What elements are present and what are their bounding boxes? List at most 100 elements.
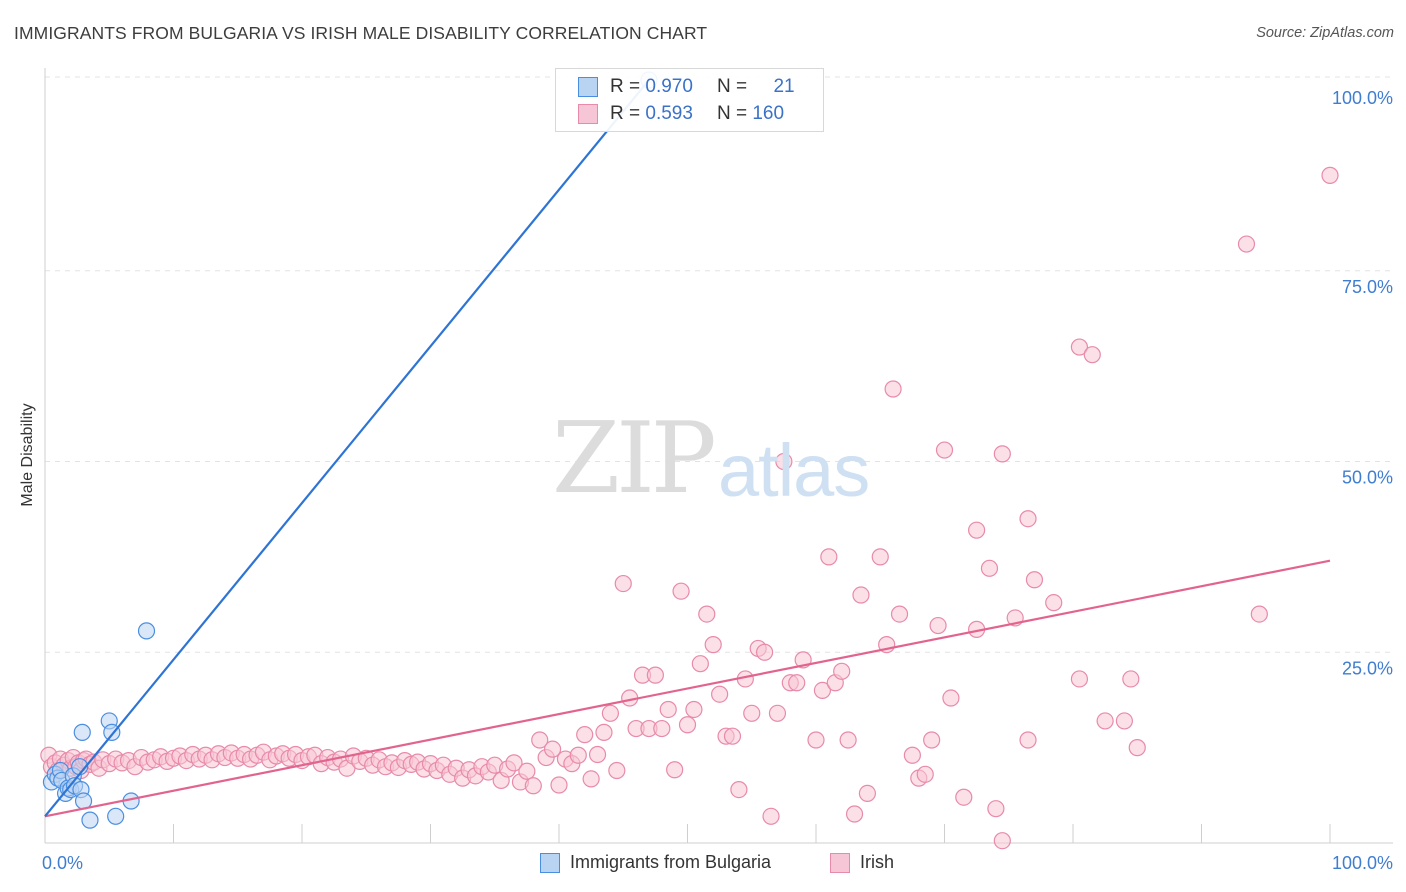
irish-point	[1128, 739, 1146, 757]
series-swatch-bulgaria	[540, 852, 560, 873]
irish-point	[524, 777, 542, 795]
series-legend-bulgaria[interactable]: Immigrants from Bulgaria	[540, 852, 771, 873]
irish-point	[608, 761, 626, 780]
irish-point	[755, 643, 774, 661]
irish-point	[646, 666, 664, 684]
irish-point	[993, 832, 1011, 850]
irish-point	[588, 745, 607, 764]
irish-point	[723, 727, 742, 745]
legend-r-value: 0.970	[645, 76, 693, 97]
y-axis-label: Male Disability	[19, 403, 36, 507]
irish-trendline	[44, 559, 1331, 818]
irish-point	[672, 582, 690, 600]
y-tick-label: 75.0%	[1342, 277, 1393, 297]
irish-point	[653, 719, 671, 738]
irish-point	[987, 800, 1005, 818]
series-label-irish: Irish	[860, 852, 895, 872]
irish-point	[1019, 510, 1037, 528]
irish-point	[1096, 712, 1114, 730]
irish-point	[550, 776, 568, 794]
irish-point	[582, 770, 600, 788]
x-tick-labels: 0.0% 100.0%	[42, 853, 1393, 873]
irish-point	[852, 586, 870, 604]
irish-point	[569, 746, 587, 764]
irish-point	[858, 784, 877, 803]
irish-point	[666, 761, 684, 779]
legend-r-label: R =	[610, 76, 641, 97]
irish-point	[813, 681, 832, 700]
bulgaria-point	[73, 723, 91, 741]
irish-point	[935, 441, 954, 459]
irish-point	[775, 452, 793, 471]
irish-point	[929, 616, 947, 635]
x-tick-label: 100.0%	[1332, 853, 1393, 873]
legend-row-irish: R = 0.593 N = 160	[578, 102, 784, 126]
irish-point	[916, 765, 934, 783]
watermark-zip: ZIP	[552, 402, 717, 516]
legend-n-label: N =	[716, 76, 748, 97]
legend-n-value: 21	[773, 76, 795, 97]
legend-r-label: R =	[610, 103, 641, 124]
y-tick-labels: 25.0% 50.0% 75.0% 100.0%	[1332, 88, 1393, 678]
correlation-legend: R = 0.970 N = 21 R = 0.593 N = 160	[555, 68, 824, 132]
x-tick-label: 0.0%	[42, 853, 83, 873]
irish-point	[1237, 235, 1256, 253]
irish-point	[601, 704, 620, 722]
irish-point	[788, 674, 806, 692]
series-label-bulgaria: Immigrants from Bulgaria	[570, 852, 772, 872]
series-legend-irish[interactable]: Irish	[830, 852, 894, 873]
irish-point	[1025, 571, 1044, 589]
irish-point	[1045, 594, 1063, 612]
irish-point	[543, 740, 562, 758]
irish-point	[955, 788, 973, 806]
irish-point	[768, 704, 787, 722]
irish-point	[1019, 731, 1037, 749]
irish-point	[923, 731, 941, 749]
irish-point	[678, 716, 697, 734]
irish-point	[659, 700, 677, 719]
irish-point	[685, 700, 703, 719]
y-tick-label: 25.0%	[1342, 658, 1393, 678]
y-tick-label: 50.0%	[1342, 468, 1393, 488]
irish-point	[614, 574, 632, 593]
irish-point	[839, 731, 857, 749]
irish-point	[1122, 670, 1140, 688]
grid-lines	[45, 76, 1395, 653]
irish-point	[884, 380, 902, 398]
irish-point	[576, 726, 594, 744]
bulgaria-point	[137, 622, 156, 640]
irish-point	[1083, 346, 1101, 364]
irish-point	[807, 731, 825, 749]
irish-point	[518, 762, 536, 780]
irish-point	[993, 445, 1011, 463]
irish-point	[505, 754, 523, 772]
watermark-atlas: atlas	[718, 429, 870, 512]
irish-point	[698, 605, 716, 623]
series-legend: Immigrants from Bulgaria Irish	[0, 852, 1406, 878]
legend-swatch-irish	[578, 104, 598, 124]
irish-point	[1250, 605, 1268, 623]
legend-n-value: 160	[752, 103, 785, 124]
irish-point	[845, 805, 864, 823]
irish-point	[1321, 166, 1339, 184]
irish-point	[980, 559, 999, 577]
irish-point	[833, 662, 851, 680]
irish-point	[762, 807, 780, 825]
irish-point	[704, 636, 722, 654]
irish-point	[1070, 670, 1089, 688]
legend-r-value: 0.593	[645, 103, 693, 124]
irish-point	[1115, 712, 1134, 730]
irish-point	[531, 731, 549, 749]
chart-title: IMMIGRANTS FROM BULGARIA VS IRISH MALE D…	[14, 23, 708, 43]
irish-point	[730, 780, 748, 799]
y-tick-label: 100.0%	[1332, 88, 1393, 108]
irish-point	[743, 704, 761, 722]
irish-point	[820, 548, 838, 566]
irish-point	[691, 655, 709, 673]
axes	[44, 68, 1393, 844]
irish-point	[595, 723, 613, 741]
irish-points	[40, 166, 1339, 850]
source-attribution: Source: ZipAtlas.com	[1256, 25, 1394, 41]
bulgaria-trendline	[44, 79, 650, 817]
irish-point	[1070, 338, 1089, 356]
